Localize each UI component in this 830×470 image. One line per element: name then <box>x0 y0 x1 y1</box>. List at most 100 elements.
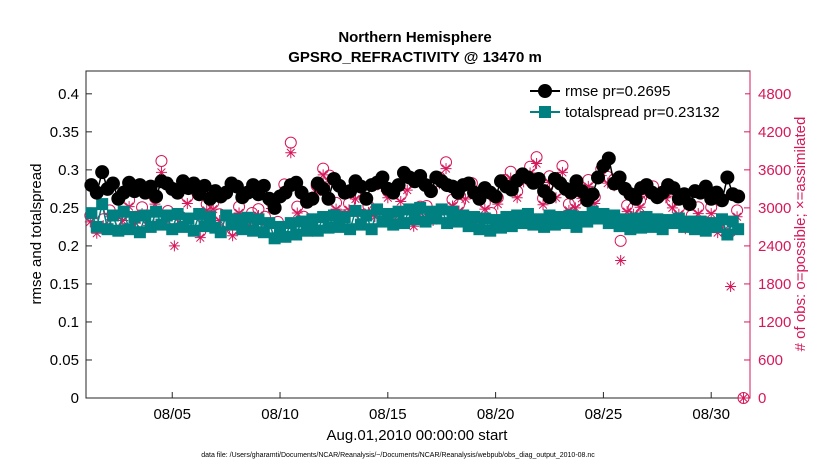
x-tick-label: 08/30 <box>692 406 730 423</box>
assimilated-obs-point <box>479 203 491 215</box>
totalspread-point <box>505 220 518 233</box>
totalspread-point <box>133 226 146 239</box>
legend-rmse-marker <box>538 84 552 98</box>
y-axis-label: rmse and totalspread <box>28 164 45 305</box>
totalspread-point <box>214 226 227 239</box>
totalspread-point <box>516 217 529 230</box>
assimilated-obs-point <box>569 202 581 214</box>
y2-tick-label: 0 <box>758 390 766 407</box>
assimilated-obs-point <box>330 203 342 215</box>
totalspread-point <box>495 221 507 234</box>
rmse-point <box>267 200 282 215</box>
totalspread-point <box>306 213 319 226</box>
rmse-point <box>601 151 616 166</box>
rmse-point <box>256 178 271 193</box>
legend-totalspread-marker <box>539 106 551 118</box>
y-tick-label: 0.25 <box>50 200 79 217</box>
rmse-point <box>423 184 438 199</box>
totalspread-point <box>446 205 459 218</box>
assimilated-obs-point <box>291 207 303 219</box>
totalspread-point <box>624 223 637 236</box>
right-axis-ticks: 0 600 1200 1800 2400 3000 3600 4200 4800 <box>744 71 791 407</box>
assimilated-obs-point <box>349 193 361 205</box>
assimilated-obs-point <box>440 163 452 175</box>
assimilated-obs-point <box>692 208 704 220</box>
totalspread-point <box>295 215 308 228</box>
assimilated-obs-point <box>155 166 167 178</box>
totalspread-point <box>263 217 276 230</box>
x-tick-label: 08/05 <box>153 406 191 423</box>
y-tick-label: 0.05 <box>50 352 79 369</box>
rmse-point <box>186 176 201 191</box>
assimilated-obs-point <box>91 227 103 239</box>
assimilated-obs-point <box>492 198 504 210</box>
y-tick-label: 0.4 <box>58 86 79 103</box>
assimilated-obs-point <box>201 204 213 216</box>
totalspread-point <box>656 223 669 236</box>
assimilated-obs-point <box>207 203 219 215</box>
assimilated-obs-point <box>168 240 180 252</box>
totalspread-point <box>220 209 233 222</box>
rmse-point <box>321 191 336 206</box>
totalspread-point <box>160 209 173 222</box>
y-tick-label: 0 <box>71 390 79 407</box>
y-tick-label: 0.2 <box>58 238 79 255</box>
left-axis-ticks: 0 0.05 0.1 0.15 0.2 0.25 0.3 0.35 0.4 <box>50 86 92 407</box>
totalspread-point <box>284 217 297 230</box>
y2-tick-label: 1200 <box>758 314 791 331</box>
totalspread-point <box>279 230 292 243</box>
totalspread-point <box>635 221 648 234</box>
assimilated-obs-point <box>401 184 413 196</box>
assimilated-obs-point <box>634 201 646 213</box>
rmse-point <box>531 171 546 186</box>
totalspread-point <box>365 223 378 236</box>
totalspread-point <box>139 209 152 222</box>
data-file-footer: data file: /Users/gharamti/Documents/NCA… <box>201 452 595 459</box>
totalspread-point <box>317 211 330 224</box>
totalspread-point <box>117 205 130 218</box>
totalspread-point <box>570 220 583 233</box>
totalspread-point <box>144 220 157 233</box>
totalspread-point <box>268 232 281 245</box>
rmse-point <box>229 179 244 194</box>
totalspread-point <box>419 215 432 228</box>
totalspread-point <box>300 224 313 237</box>
totalspread-point <box>473 223 486 236</box>
totalspread-point <box>274 220 287 233</box>
rmse-point <box>375 170 390 185</box>
totalspread-point <box>629 212 642 225</box>
rmse-point <box>564 185 579 200</box>
y-tick-label: 0.1 <box>58 314 79 331</box>
totalspread-point <box>441 217 454 230</box>
y2-axis-label: # of obs: o=possible; ×=assimilated <box>792 117 809 352</box>
totalspread-point <box>414 201 427 214</box>
totalspread-point <box>344 223 357 236</box>
assimilated-obs-point <box>317 169 329 181</box>
totalspread-point <box>322 221 335 234</box>
rmse-point <box>542 190 557 205</box>
rmse-point <box>391 178 406 193</box>
assimilated-obs-point <box>666 202 678 214</box>
rmse-point <box>714 193 729 208</box>
totalspread-point <box>193 207 206 220</box>
assimilated-obs-point <box>343 204 355 216</box>
totalspread-point <box>478 212 491 225</box>
y-tick-label: 0.35 <box>50 124 79 141</box>
totalspread-point <box>252 213 265 226</box>
totalspread-point <box>597 207 610 220</box>
rmse-point <box>720 170 735 185</box>
totalspread-point <box>182 212 195 225</box>
totalspread-point <box>106 209 119 222</box>
totalspread-point <box>371 203 384 216</box>
assimilated-obs-point <box>311 186 323 198</box>
rmse-point <box>105 176 120 191</box>
assimilated-obs-point <box>227 230 239 242</box>
legend-totalspread-label: totalspread pr=0.23132 <box>565 104 720 121</box>
rmse-point <box>149 189 164 204</box>
totalspread-point <box>403 203 416 216</box>
totalspread-point <box>381 207 394 220</box>
totalspread-point <box>468 211 481 224</box>
y-tick-label: 0.15 <box>50 276 79 293</box>
assimilated-obs-point <box>181 197 193 209</box>
